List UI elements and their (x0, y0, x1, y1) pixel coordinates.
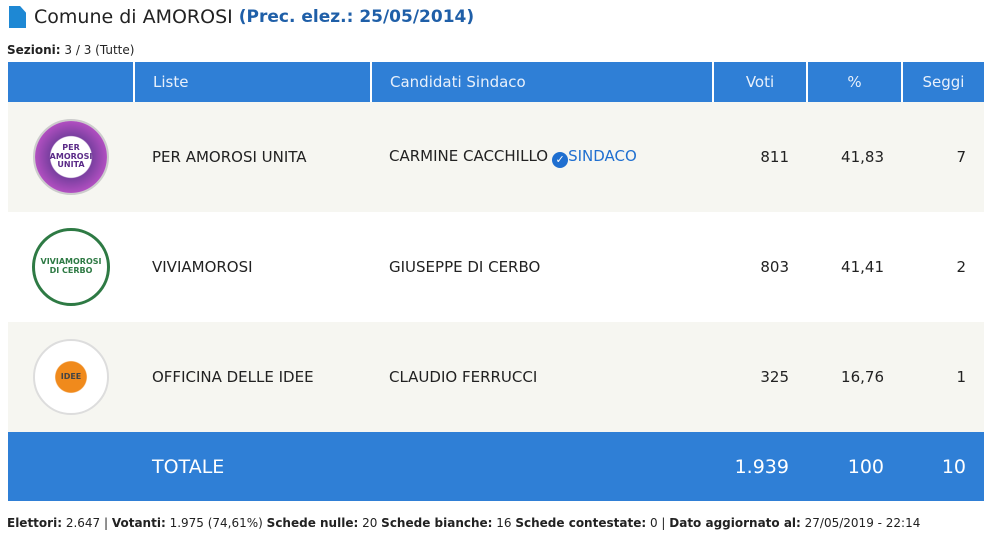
voti: 811 (713, 102, 807, 212)
col-liste: Liste (133, 62, 371, 102)
contestate: 0 | (646, 516, 670, 530)
sezioni-value: 3 / 3 (Tutte) (64, 43, 135, 57)
comune-name: Comune di AMOROSI (34, 6, 233, 28)
sindaco-badge: SINDACO (568, 146, 637, 165)
aggiornato: 27/05/2019 - 22:14 (800, 516, 921, 530)
total-perc: 100 (807, 432, 902, 501)
voti: 325 (713, 322, 807, 432)
previous-election[interactable]: (Prec. elez.: 25/05/2014) (238, 7, 475, 27)
total-label: TOTALE (134, 432, 371, 501)
nulle-label: Schede nulle: (266, 516, 359, 530)
elettori: 2.647 | (62, 516, 112, 530)
perc: 16,76 (807, 322, 902, 432)
list-logo: IDEE (33, 339, 109, 415)
voti: 803 (760, 258, 789, 276)
list-logo: PER AMOROSI UNITA (33, 119, 109, 195)
sezioni-label: Sezioni: (7, 43, 61, 57)
document-icon (9, 6, 26, 28)
votanti: 1.975 (74,61%) (165, 516, 267, 530)
col-voti: Voti (712, 62, 807, 102)
candidato: CLAUDIO FERRUCCI (371, 322, 713, 432)
bianche: 16 (492, 516, 516, 530)
lista: PER AMOROSI UNITA (134, 102, 371, 212)
candidato: GIUSEPPE DI CERBO (389, 258, 541, 276)
list-logo: VIVIAMOROSI DI CERBO (32, 228, 110, 306)
col-perc: % (806, 62, 902, 102)
col-candidati: Candidati Sindaco (370, 62, 713, 102)
bianche-label: Schede bianche: (381, 516, 493, 530)
seggi: 2 (956, 258, 966, 276)
results-table: Liste Candidati Sindaco Voti % Seggi PER… (8, 62, 984, 501)
table-row: IDEE OFFICINA DELLE IDEE CLAUDIO FERRUCC… (8, 322, 984, 432)
seggi: 1 (902, 322, 984, 432)
aggiornato-label: Dato aggiornato al: (669, 516, 801, 530)
lista: OFFICINA DELLE IDEE (134, 322, 371, 432)
check-icon: ✓ (552, 151, 569, 168)
footer-stats: Elettori: 2.647 | Votanti: 1.975 (74,61%… (7, 516, 920, 530)
votanti-label: Votanti: (111, 516, 166, 530)
lista: VIVIAMOROSI (152, 258, 253, 276)
candidato: CARMINE CACCHILLO ✓ SINDACO (371, 102, 713, 212)
total-row: TOTALE 1.939 100 10 (8, 432, 984, 501)
table-row: VIVIAMOROSI DI CERBO VIVIAMOROSI GIUSEPPE… (8, 212, 984, 322)
total-voti: 1.939 (713, 432, 807, 501)
table-row: PER AMOROSI UNITA PER AMOROSI UNITA CARMIN… (8, 102, 984, 212)
nulle: 20 (358, 516, 382, 530)
total-seggi: 10 (902, 432, 984, 501)
col-logo (8, 62, 134, 102)
contestate-label: Schede contestate: (515, 516, 647, 530)
candidato-name: CARMINE CACCHILLO (389, 146, 549, 165)
elettori-label: Elettori: (7, 516, 62, 530)
seggi: 7 (902, 102, 984, 212)
sezioni: Sezioni: 3 / 3 (Tutte) (7, 43, 134, 57)
perc: 41,83 (807, 102, 902, 212)
page-title: Comune di AMOROSI (Prec. elez.: 25/05/20… (9, 6, 474, 28)
table-header: Liste Candidati Sindaco Voti % Seggi (8, 62, 984, 102)
col-seggi: Seggi (901, 62, 984, 102)
perc: 41,41 (841, 258, 884, 276)
